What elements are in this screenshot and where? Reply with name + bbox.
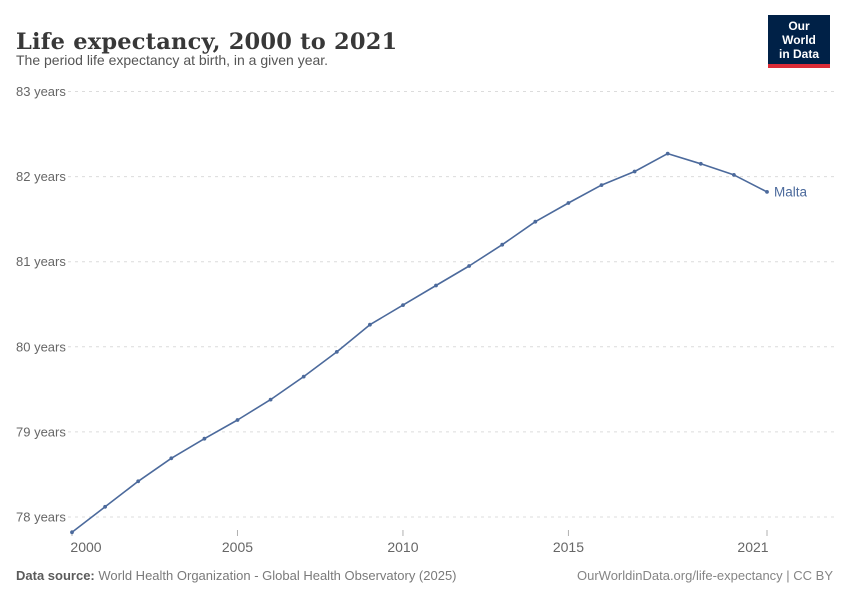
owid-logo-line2: in Data xyxy=(778,47,819,62)
data-point-2017[interactable] xyxy=(632,169,637,174)
x-tick-label-2021: 2021 xyxy=(737,539,768,555)
x-tick-label-2010: 2010 xyxy=(387,539,418,555)
data-point-2007[interactable] xyxy=(301,374,306,379)
data-point-2000[interactable] xyxy=(70,530,74,535)
data-point-2015[interactable] xyxy=(566,201,571,205)
data-point-2008[interactable] xyxy=(334,350,339,354)
data-point-2001[interactable] xyxy=(103,504,107,509)
y-tick-label-79: 79 years xyxy=(16,424,66,439)
data-point-2019[interactable] xyxy=(698,161,703,166)
data-point-2018[interactable] xyxy=(665,151,670,156)
series-end-label-malta[interactable]: Malta xyxy=(774,184,808,199)
owid-logo[interactable]: Our World in Data xyxy=(768,15,830,69)
data-point-2021[interactable] xyxy=(765,190,769,194)
data-point-2009[interactable] xyxy=(368,322,372,327)
x-tick-label-2000: 2000 xyxy=(70,539,101,555)
y-tick-label-81: 81 years xyxy=(16,254,66,269)
data-source-note: Data source: World Health Organization -… xyxy=(16,568,457,583)
chart-footer: Data source: World Health Organization -… xyxy=(16,568,833,583)
data-point-2012[interactable] xyxy=(467,264,471,268)
page-title: Life expectancy, 2000 to 2021 xyxy=(16,29,398,56)
y-tick-label-83: 83 years xyxy=(16,84,66,99)
chart-subtitle: The period life expectancy at birth, in … xyxy=(16,52,329,68)
series-line-malta[interactable] xyxy=(71,152,768,534)
data-point-2013[interactable] xyxy=(500,242,505,247)
data-point-2016[interactable] xyxy=(599,183,604,187)
x-tick-label-2015: 2015 xyxy=(553,539,584,555)
data-point-2020[interactable] xyxy=(732,173,736,177)
x-tick-label-2005: 2005 xyxy=(222,539,253,555)
chart-canvas[interactable]: 78 years 79 years 80 years 81 years 82 years… xyxy=(0,80,850,560)
data-point-2010[interactable] xyxy=(401,303,405,307)
y-tick-label-80: 80 years xyxy=(16,339,66,354)
data-point-2005[interactable] xyxy=(235,418,240,422)
footer-citation: OurWorldinData.org/life-expectancy | CC … xyxy=(576,568,833,583)
data-point-2014[interactable] xyxy=(533,219,538,224)
data-point-2011[interactable] xyxy=(434,283,438,288)
y-tick-label-78: 78 years xyxy=(16,510,66,525)
data-point-2006[interactable] xyxy=(268,397,273,402)
data-source-text: World Health Organization - Global Healt… xyxy=(94,568,457,583)
y-tick-label-82: 82 years xyxy=(16,169,66,184)
data-source-label: Data source: xyxy=(16,568,95,583)
chart-area: 78 years 79 years 80 years 81 years 82 years… xyxy=(0,80,850,560)
owid-logo-line1: Our World xyxy=(782,19,816,48)
data-point-2002[interactable] xyxy=(136,479,141,484)
data-point-2003[interactable] xyxy=(169,456,174,461)
data-point-2004[interactable] xyxy=(202,436,207,441)
